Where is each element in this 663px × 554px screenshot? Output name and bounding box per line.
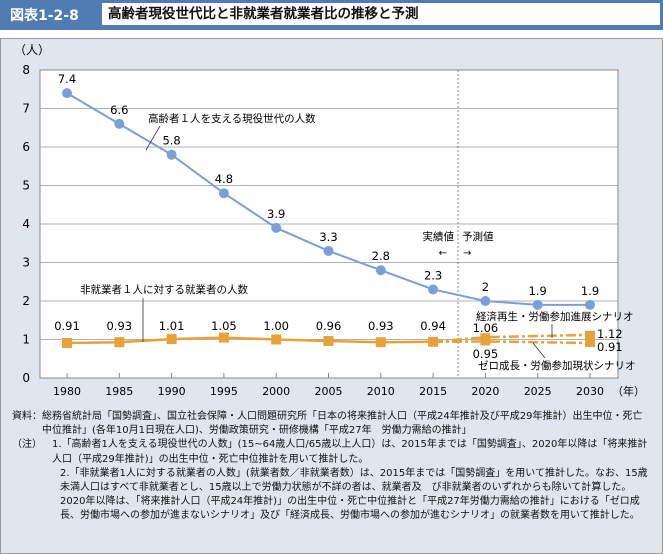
x-tick-label: 2015 <box>419 385 447 398</box>
data-point <box>428 284 439 295</box>
data-label: 0.91 <box>597 340 623 354</box>
data-label: 0.95 <box>473 347 499 361</box>
data-point <box>166 334 177 345</box>
forecast-range-marker <box>585 330 595 347</box>
series-line-employment <box>66 336 434 345</box>
leader-line <box>145 125 161 151</box>
actual-label: 実績値 <box>423 230 455 243</box>
data-label: 0.94 <box>420 319 446 333</box>
y-tick-label: 4 <box>22 217 30 231</box>
notes: 資料： 総務省統計局「国勢調査」、国立社会保障・人口問題研究所「日本の将来推計人口… <box>12 410 652 524</box>
x-tick-label: 2020 <box>471 385 499 398</box>
series-label-employment: 非就業者１人に対する就業者の人数 <box>80 283 248 296</box>
data-point <box>532 299 543 310</box>
data-label: 1.00 <box>263 319 289 333</box>
data-label: 0.93 <box>368 319 394 333</box>
x-tick-label: 1985 <box>105 385 133 398</box>
data-point <box>218 332 229 343</box>
x-tick-label: 1980 <box>53 385 81 398</box>
data-point <box>480 296 491 306</box>
y-tick-label: 1 <box>22 333 30 347</box>
series-label-working-age: 高齢者１人を支える現役世代の人数 <box>148 112 316 125</box>
left-arrow: ← <box>439 248 447 259</box>
data-label: 2.8 <box>372 249 390 263</box>
data-label: 1.06 <box>473 321 499 335</box>
data-label: 6.6 <box>110 103 128 117</box>
data-point <box>323 336 334 347</box>
data-point <box>375 337 386 348</box>
data-label: 3.9 <box>267 207 285 221</box>
data-point <box>271 334 282 345</box>
x-tick-label: 2000 <box>262 385 290 398</box>
y-tick-label: 5 <box>22 179 30 193</box>
x-tick-label: 2010 <box>367 385 395 398</box>
source-label: 資料： <box>12 411 42 422</box>
source-text: 総務省統計局「国勢調査」、国立社会保障・人口問題研究所「日本の将来推計人口（平成… <box>42 411 643 437</box>
forecast-range-marker <box>480 333 491 346</box>
data-point <box>271 222 282 233</box>
x-tick-label: 1995 <box>210 385 238 398</box>
data-point <box>166 149 177 160</box>
data-label: 4.8 <box>215 172 233 186</box>
series-label-growth: 経済再生・労働参加進展シナリオ <box>476 310 634 323</box>
data-label: 1.9 <box>529 284 547 298</box>
data-label: 0.96 <box>316 319 342 333</box>
data-label: 2.3 <box>424 268 442 282</box>
figure-title: 高齢者現役世代比と非就業者就業者比の推移と予測 <box>102 3 660 25</box>
note-2: 2.「非就業者1人に対する就業者の人数」(就業者数／非就業者数）は、2015年ま… <box>60 467 648 522</box>
y-tick-label: 6 <box>22 140 30 154</box>
data-label: 1.05 <box>211 319 237 333</box>
forecast-label: 予測値 <box>462 230 494 243</box>
data-point <box>585 299 595 310</box>
leader-line <box>532 342 546 359</box>
note-label: （注） <box>12 439 42 451</box>
y-tick-label: 3 <box>22 256 30 270</box>
data-label: 0.93 <box>106 319 132 333</box>
y-axis-label: （人） <box>14 43 50 57</box>
x-tick-label: 2030 <box>576 385 604 398</box>
data-label: 5.8 <box>162 134 180 148</box>
x-axis-label: （年） <box>612 384 645 398</box>
chart: 0 1 2 3 4 5 6 7 8 （人） 1980 1985 1990 1995 2000 2005 2010… <box>14 43 645 398</box>
data-point <box>114 118 125 129</box>
series-label-zero-growth: ゼロ成長・労働参加現状シナリオ <box>478 359 636 372</box>
data-point <box>114 337 125 348</box>
y-tick-label: 2 <box>22 294 30 308</box>
x-tick-label: 2025 <box>524 385 552 398</box>
data-point <box>218 188 229 199</box>
data-label: 3.3 <box>319 230 337 244</box>
figure-id: 図表1-2-8 <box>10 8 79 24</box>
y-tick-label: 0 <box>22 371 30 385</box>
data-label: 0.91 <box>54 319 80 333</box>
data-point <box>62 88 72 99</box>
data-label: 1.12 <box>597 327 623 341</box>
data-label: 2 <box>482 280 489 294</box>
series-line-growth <box>432 333 591 344</box>
title-bar: 図表1-2-8 高齢者現役世代比と非就業者就業者比の推移と予測 <box>0 0 663 30</box>
data-label: 1.01 <box>159 319 185 333</box>
note-1: 1.「高齢者1人を支える現役世代の人数」(15~64歳人口/65歳以上人口）は、… <box>52 439 648 465</box>
x-tick-label: 2005 <box>315 385 343 398</box>
data-point <box>323 245 334 256</box>
right-arrow: → <box>463 248 471 259</box>
data-point <box>62 337 72 348</box>
y-tick-label: 8 <box>22 63 30 77</box>
data-label: 1.9 <box>581 284 599 298</box>
data-point <box>375 265 386 276</box>
data-label: 7.4 <box>58 72 76 86</box>
series-line-zero-growth <box>433 340 591 345</box>
x-tick-label: 1990 <box>158 385 186 398</box>
y-tick-label: 7 <box>22 102 30 116</box>
